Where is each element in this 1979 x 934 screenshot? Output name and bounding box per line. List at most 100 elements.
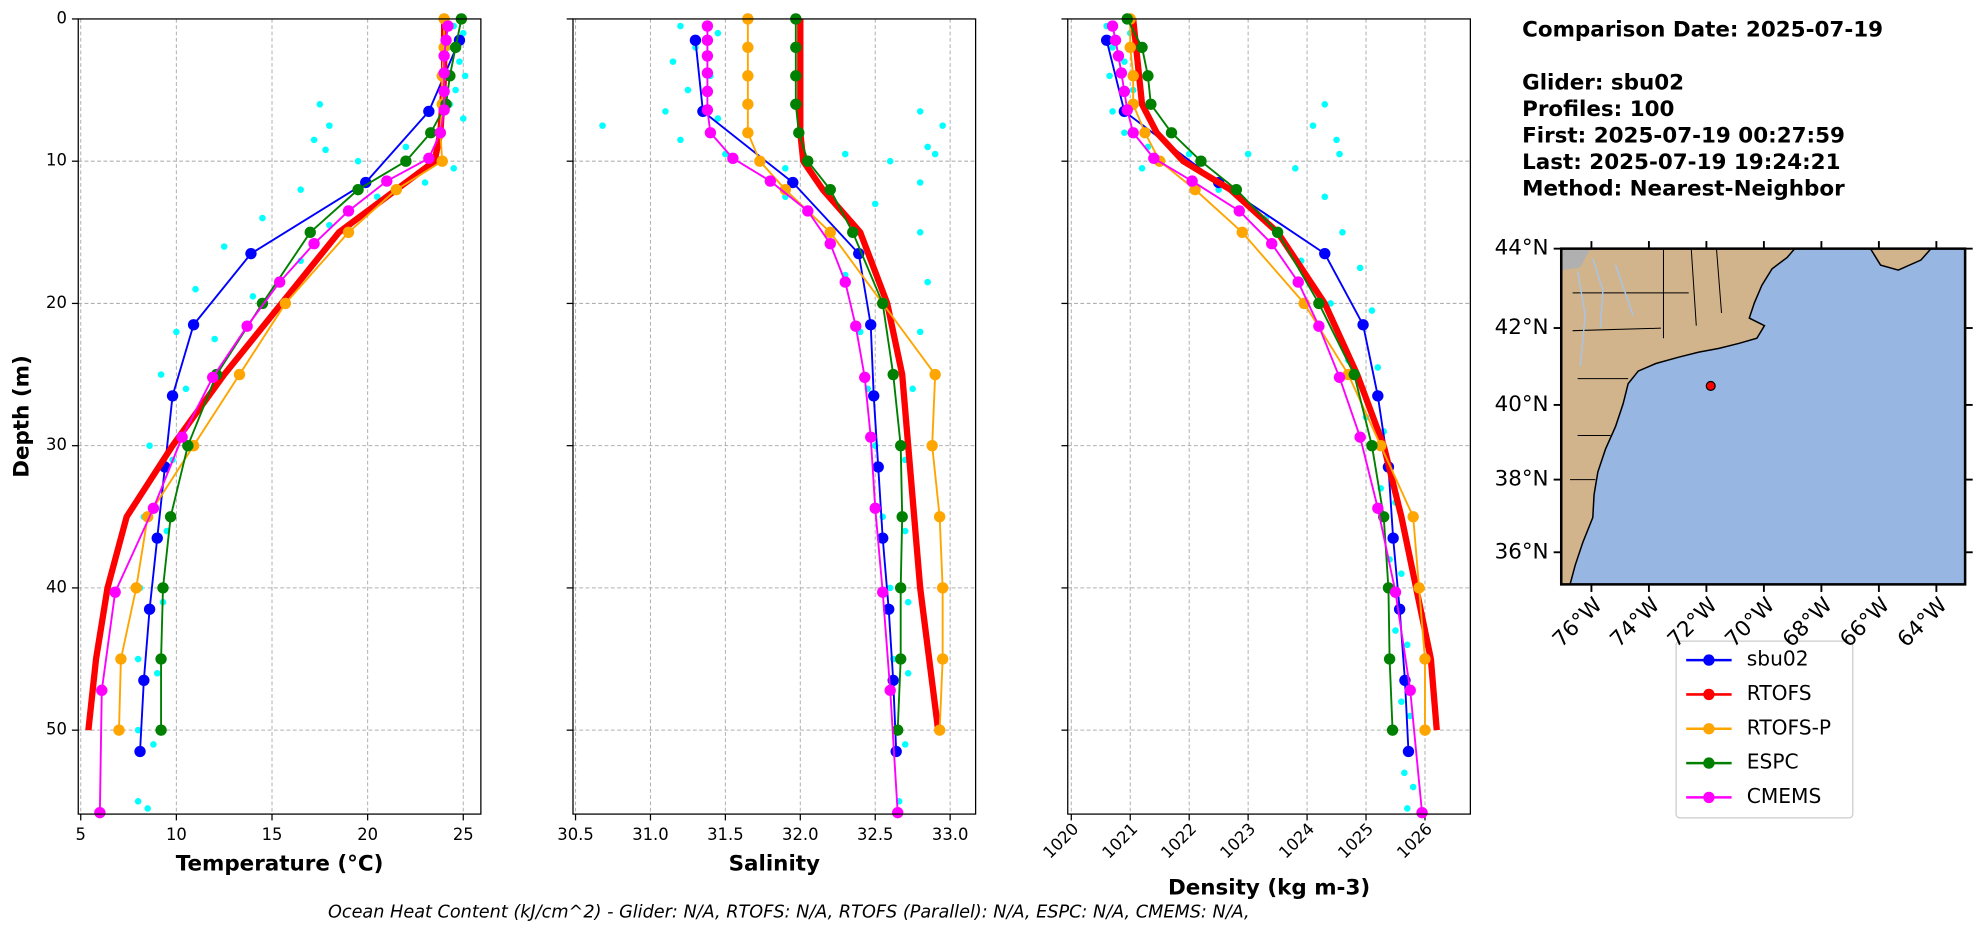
profile-line <box>797 18 942 731</box>
profile-marker <box>1118 85 1131 98</box>
glider-point <box>1138 165 1146 172</box>
profile-marker <box>877 532 889 544</box>
profile-line <box>1129 18 1426 731</box>
profile-marker <box>877 297 889 310</box>
glider-point <box>402 143 410 151</box>
legend-marker <box>1703 757 1715 769</box>
legend-label: RTOFS-P <box>1747 715 1831 739</box>
profile-marker <box>1230 183 1243 196</box>
glider-point <box>1109 108 1116 115</box>
profile-line <box>98 25 449 813</box>
profile-marker <box>138 674 150 687</box>
profile-marker <box>1357 319 1369 331</box>
map-x-tick-label: 66°W <box>1835 593 1895 653</box>
profile-marker <box>790 41 802 54</box>
glider-point <box>1244 150 1252 158</box>
glider-point <box>1106 72 1113 80</box>
profile-marker <box>1121 104 1133 116</box>
profile-marker <box>824 226 836 238</box>
x-tick-label: 1023 <box>1216 819 1259 862</box>
x-tick-label: 1026 <box>1393 819 1436 862</box>
profile-marker <box>701 34 714 46</box>
profile-marker <box>929 368 941 381</box>
profile-marker <box>207 371 219 384</box>
profile-marker <box>308 238 320 250</box>
profile-marker <box>802 155 814 167</box>
glider-point <box>461 72 469 80</box>
profile-marker <box>425 127 437 139</box>
profile-marker <box>936 653 949 665</box>
profile-marker <box>742 41 754 54</box>
profile-marker <box>824 238 836 250</box>
profile-marker <box>701 85 714 98</box>
profile-marker <box>1136 41 1148 54</box>
glider-point <box>909 385 916 393</box>
glider-point <box>1398 698 1405 705</box>
x-tick-label: 10 <box>166 825 187 844</box>
profile-marker <box>890 745 902 758</box>
profile-marker <box>155 653 167 665</box>
profile-marker <box>381 175 393 187</box>
glider-point <box>456 58 463 65</box>
info-line: Profiles: 100 <box>1522 97 1674 122</box>
profile-marker <box>1354 431 1366 443</box>
profile-marker <box>936 582 949 594</box>
profile-line <box>85 18 448 731</box>
profile-marker <box>1186 175 1198 187</box>
profile-marker <box>892 724 904 736</box>
profile-marker <box>1419 653 1431 665</box>
x-tick-label: 5 <box>76 825 86 844</box>
profile-marker <box>438 50 450 62</box>
profile-marker <box>164 511 177 523</box>
glider-point <box>354 157 362 165</box>
glider-point <box>1321 101 1329 108</box>
profile-line <box>1130 18 1440 731</box>
x-tick-label: 15 <box>262 825 283 844</box>
profile-marker <box>1387 532 1399 544</box>
profile-marker <box>233 368 246 381</box>
glider-point <box>1374 364 1382 371</box>
x-tick-label: 32.5 <box>857 825 894 844</box>
profile-marker <box>96 684 108 697</box>
x-tick-label: 1024 <box>1275 819 1318 862</box>
glider-point <box>714 29 722 37</box>
x-tick-label: 1022 <box>1157 819 1200 862</box>
plot-frame <box>1067 18 1471 815</box>
profile-marker <box>438 67 450 79</box>
profile-marker <box>1100 34 1113 46</box>
profile-marker <box>727 152 739 165</box>
info-line: Method: Nearest-Neighbor <box>1522 177 1845 202</box>
profile-marker <box>859 371 871 384</box>
x-tick-label: 20 <box>357 825 378 844</box>
profile-marker <box>176 431 188 443</box>
x-tick-label: 25 <box>453 825 474 844</box>
glider-point <box>1309 122 1317 129</box>
profile-marker <box>847 226 859 238</box>
info-line: Comparison Date: 2025-07-19 <box>1522 18 1883 43</box>
glider-point <box>931 150 939 158</box>
glider-point <box>916 328 924 336</box>
glider-point <box>684 86 692 94</box>
glider-point <box>901 741 909 748</box>
profile-marker <box>865 319 877 331</box>
info-line: Glider: sbu02 <box>1522 71 1684 96</box>
profile-marker <box>130 582 142 594</box>
glider-point <box>904 669 912 677</box>
x-tick-label: 30.5 <box>557 825 594 844</box>
x-tick-label: 33.0 <box>932 825 969 844</box>
profile-marker <box>273 276 286 288</box>
profile-marker <box>1115 67 1128 79</box>
x-tick-label: 1020 <box>1039 819 1082 862</box>
glider-point <box>1121 58 1128 65</box>
profile-marker <box>824 183 836 196</box>
land-us <box>1561 248 1796 585</box>
profile-marker <box>865 431 877 443</box>
glider-point <box>297 186 304 193</box>
profile-line <box>746 18 944 731</box>
profile-marker <box>1145 98 1157 110</box>
profile-marker <box>742 70 754 82</box>
glider-point <box>1401 769 1408 777</box>
profile-marker <box>143 603 156 615</box>
profile-marker <box>787 176 799 189</box>
